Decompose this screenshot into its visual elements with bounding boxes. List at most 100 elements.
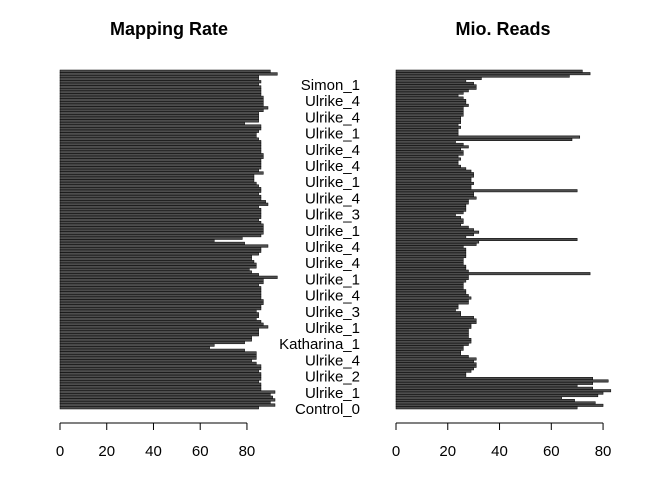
mio-reads-bar — [395, 377, 593, 380]
mapping-rate-bar — [59, 192, 259, 196]
mapping-rate-bar — [59, 241, 245, 245]
mapping-rate-bar — [59, 374, 262, 378]
mio-reads-bar — [395, 162, 459, 166]
mio-reads-bar — [395, 294, 469, 298]
mapping-rate-bar — [59, 124, 262, 128]
mapping-rate-bar — [59, 90, 262, 94]
mio-reads-bar — [395, 303, 459, 307]
mio-reads-bar — [395, 242, 477, 246]
mapping-rate-bar — [59, 82, 259, 86]
mio-reads-bar — [395, 140, 456, 144]
mapping-rate-bar — [59, 166, 262, 170]
mapping-rate-bar — [59, 207, 262, 212]
mapping-rate-bar — [59, 380, 259, 384]
mio-reads-bar — [395, 218, 464, 222]
mapping-rate-bar — [59, 270, 252, 274]
mapping-rate-bar — [59, 398, 276, 402]
mio-reads-bar — [395, 384, 578, 388]
sample-label: Ulrike_3 — [305, 207, 360, 224]
mapping-rate-bar — [59, 189, 262, 193]
mio-reads-bar — [395, 264, 467, 268]
mio-reads-bar — [395, 225, 469, 229]
mio-reads-bar — [395, 99, 467, 102]
mio-reads-tick-label: 20 — [439, 443, 456, 460]
mio-reads-x-axis: 0 20 40 60 80 — [392, 422, 612, 460]
mapping-rate-bar — [59, 228, 264, 232]
mio-reads-bar — [395, 150, 464, 154]
mapping-rate-bar — [59, 288, 262, 292]
mapping-rate-bar — [59, 244, 269, 248]
mapping-rate-bar — [59, 197, 262, 201]
mapping-rate-x-axis: 0 20 40 60 80 — [56, 422, 255, 460]
mio-reads-tick-label: 0 — [392, 443, 400, 460]
mio-reads-bar — [395, 208, 467, 212]
mapping-rate-bar — [59, 340, 245, 345]
mapping-rate-bar — [59, 85, 262, 89]
mio-reads-bar — [395, 233, 474, 237]
mapping-rate-bar — [59, 72, 278, 76]
mio-reads-bar — [395, 269, 469, 273]
mio-reads-bar — [395, 84, 477, 88]
mapping-rate-bar — [59, 356, 257, 360]
mio-reads-bar — [395, 338, 472, 341]
mapping-rate-bar — [59, 322, 264, 326]
mio-reads-bar — [395, 194, 474, 198]
mio-reads-bar — [395, 325, 472, 329]
mio-reads-bar — [395, 403, 604, 407]
mapping-rate-bar — [59, 155, 264, 159]
sample-labels: Simon_1Ulrike_4Ulrike_4Ulrike_1Ulrike_4U… — [279, 77, 360, 418]
mapping-rate-bar — [59, 372, 262, 376]
mapping-rate-bar — [59, 213, 262, 217]
mapping-rate-bar — [59, 80, 262, 84]
mio-reads-bar — [395, 81, 474, 85]
mapping-rate-bar — [59, 304, 262, 308]
mapping-rate-bar — [59, 168, 259, 172]
mapping-rate-bar — [59, 114, 259, 118]
mio-reads-bar — [395, 299, 469, 302]
mio-reads-bar — [395, 147, 461, 151]
mapping-rate-bar — [59, 307, 262, 311]
mapping-rate-bar — [59, 231, 264, 235]
mapping-rate-bar — [59, 140, 262, 144]
mapping-rate-bar — [59, 116, 259, 120]
mio-reads-bar — [395, 216, 461, 220]
mapping-rate-bar — [59, 325, 269, 329]
mio-reads-bar — [395, 159, 459, 163]
mio-reads-bar — [395, 174, 474, 178]
mio-reads-bar — [395, 284, 464, 288]
sample-label: Ulrike_4 — [305, 109, 360, 126]
mapping-rate-bar — [59, 210, 262, 214]
mapping-rate-bar — [59, 103, 264, 107]
mapping-rate-bar — [59, 267, 250, 272]
sample-label: Simon_1 — [301, 77, 360, 94]
mio-reads-bar — [395, 286, 464, 290]
mapping-rate-title: Mapping Rate — [110, 19, 228, 39]
mapping-rate-bar — [59, 390, 276, 394]
mio-reads-tick-label: 80 — [595, 443, 612, 460]
mio-reads-bar — [395, 350, 461, 354]
mio-reads-bar — [395, 252, 467, 256]
mapping-rate-bar — [59, 69, 271, 73]
mapping-rate-bar — [59, 327, 259, 332]
mapping-rate-bar — [59, 361, 257, 365]
mio-reads-bar — [395, 311, 461, 315]
mapping-rate-bar — [59, 161, 262, 165]
mapping-rate-bar — [59, 200, 266, 204]
mapping-rate-bar — [59, 121, 245, 126]
mio-reads-bar — [395, 128, 459, 132]
mio-reads-bar — [395, 118, 461, 122]
mio-reads-bar — [395, 86, 477, 90]
mapping-rate-bar — [59, 353, 257, 358]
mapping-rate-bar — [59, 215, 262, 219]
mio-reads-bar — [395, 342, 469, 346]
mapping-rate-bar — [59, 127, 262, 131]
mapping-rate-bar — [59, 194, 262, 199]
mio-reads-bar — [395, 123, 459, 127]
mapping-rate-bar — [59, 286, 262, 290]
mio-reads-bar — [395, 111, 464, 115]
mio-reads-bar — [395, 301, 469, 305]
mio-reads-bar — [395, 211, 464, 215]
mapping-rate-bar — [59, 348, 245, 352]
mapping-rate-bar — [59, 174, 255, 178]
sample-label: Ulrike_1 — [305, 271, 360, 288]
